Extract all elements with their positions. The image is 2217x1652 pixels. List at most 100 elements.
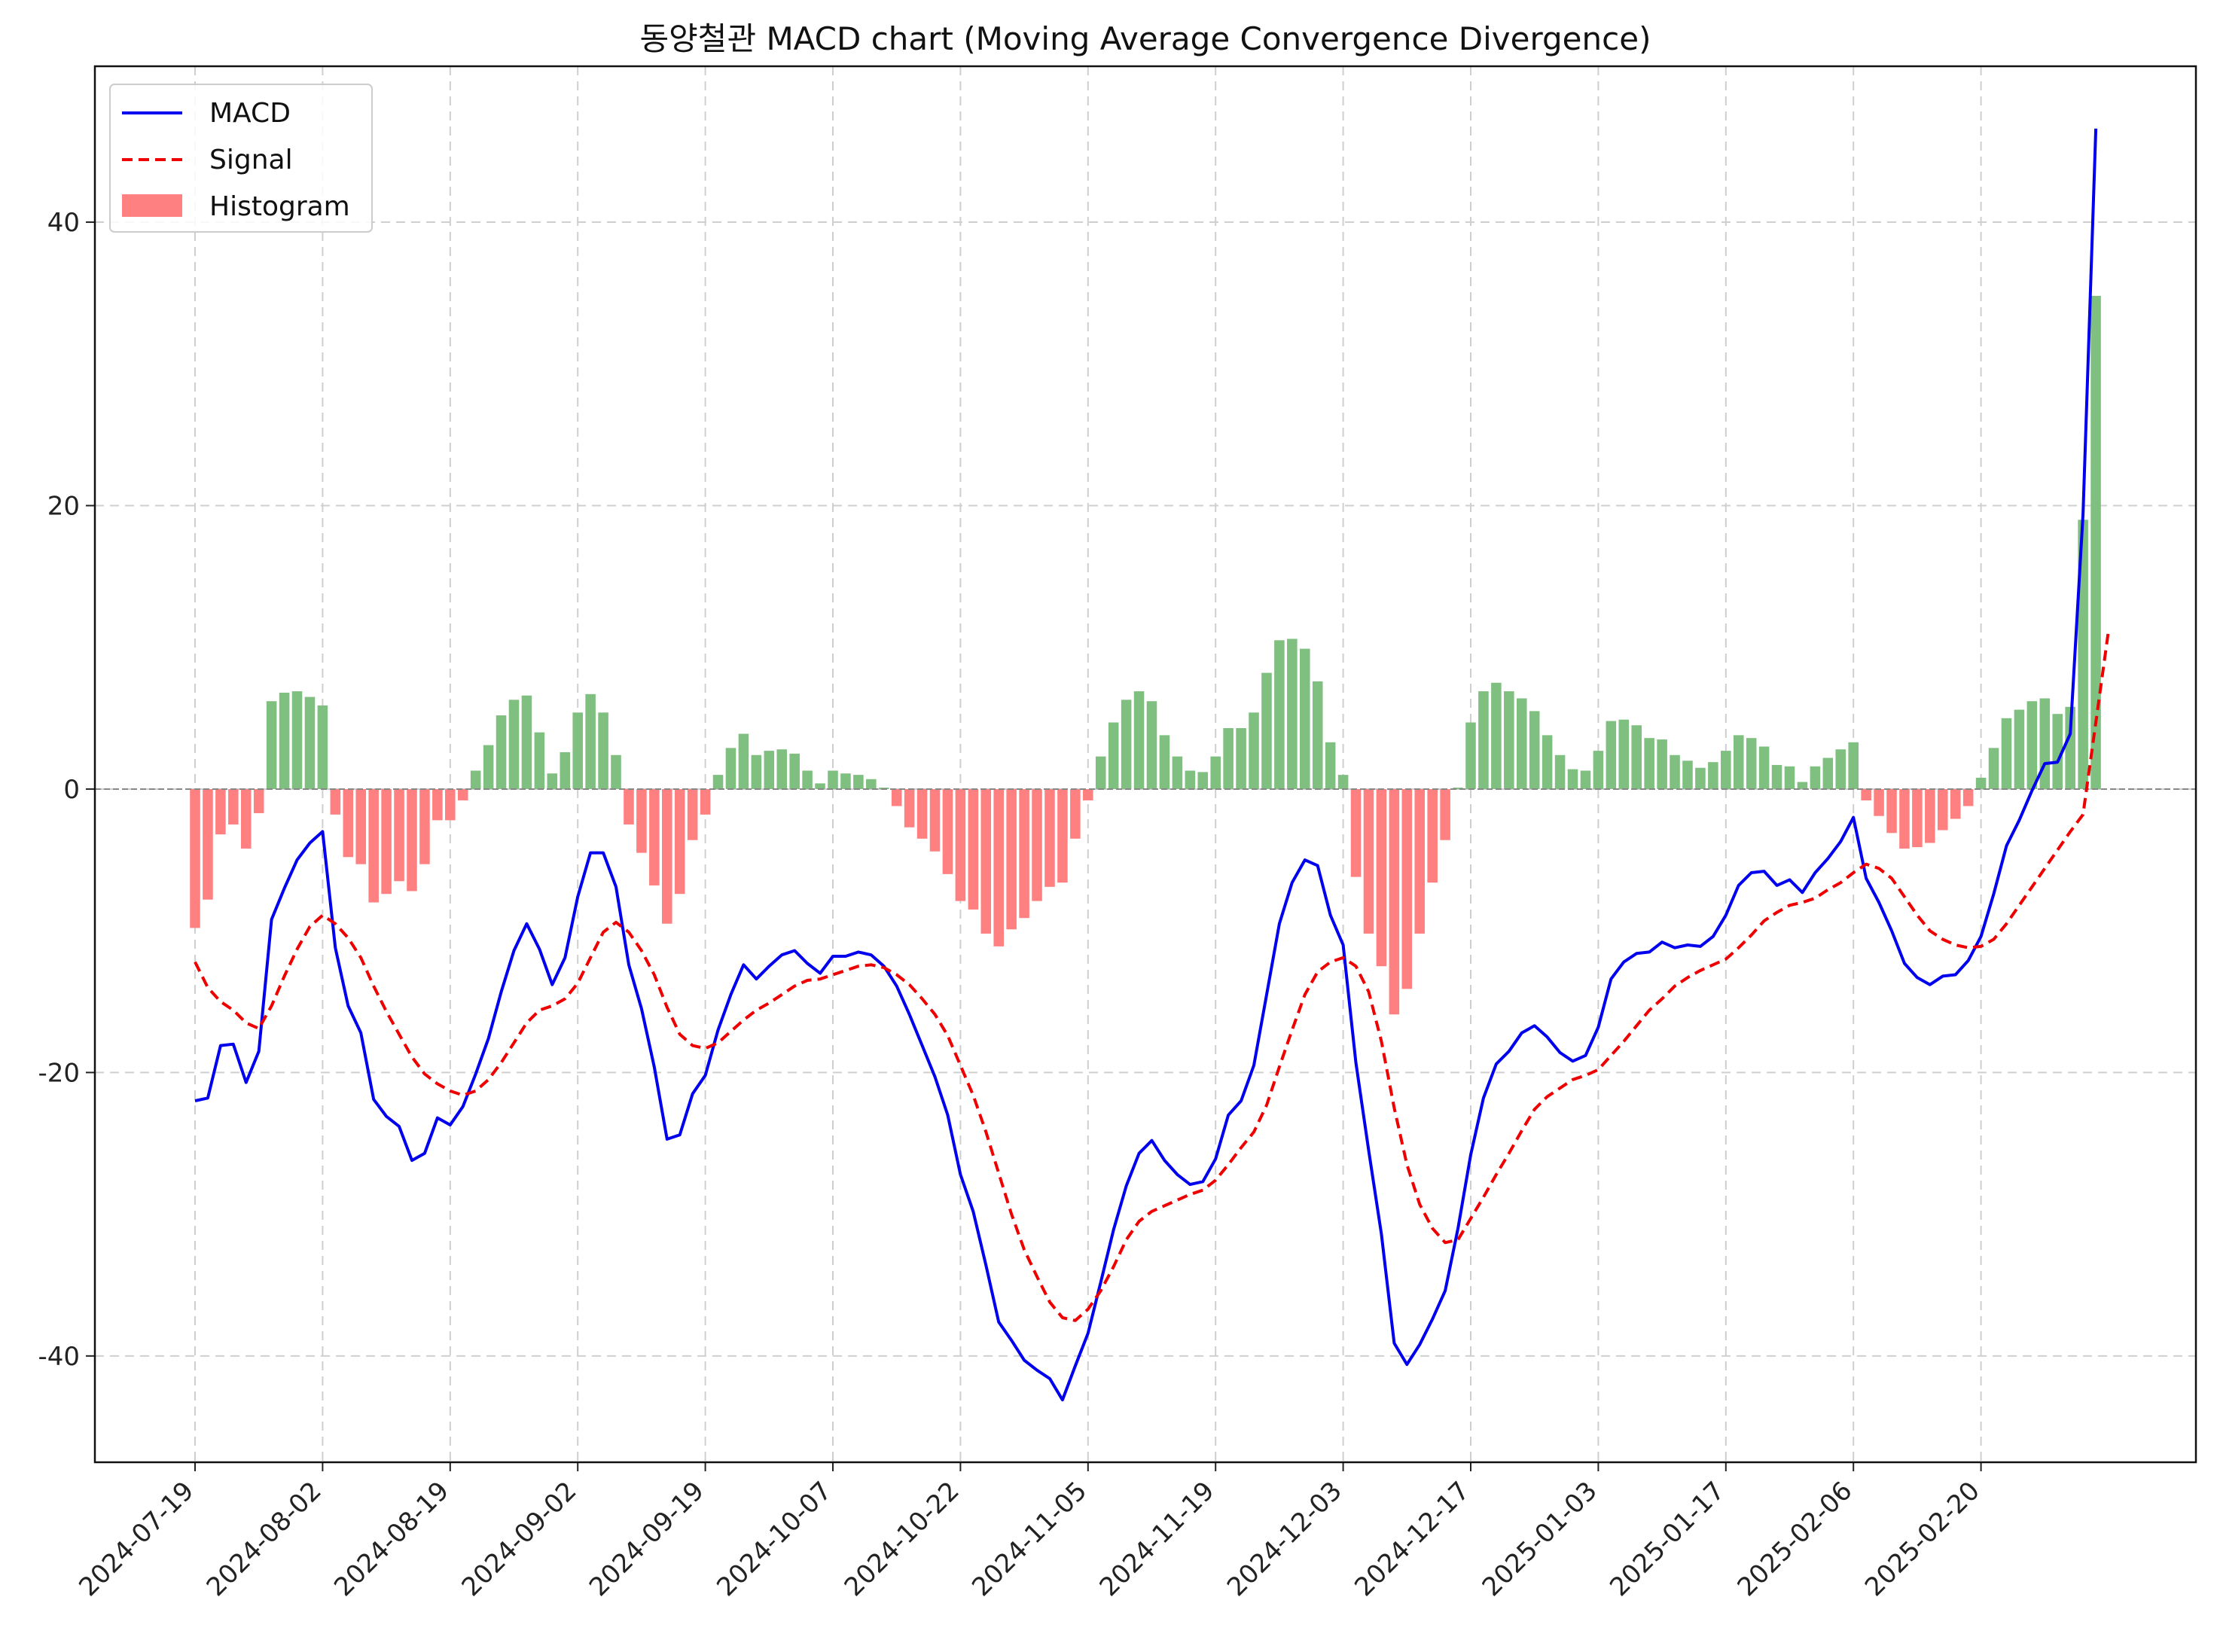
histogram-bar <box>279 692 290 789</box>
histogram-bar <box>1465 722 1476 789</box>
histogram-bar <box>993 788 1004 946</box>
histogram-bar <box>1274 640 1285 789</box>
histogram-bar <box>789 753 800 789</box>
histogram-bar <box>1721 751 1731 789</box>
histogram-bar <box>738 733 749 789</box>
x-tick-label: 2024-11-19 <box>1094 1476 1221 1602</box>
histogram-bar <box>1542 735 1553 789</box>
histogram-bar <box>1606 721 1617 789</box>
legend: MACD Signal Histogram <box>109 84 373 233</box>
histogram-bar <box>1337 775 1349 789</box>
histogram-bar <box>355 788 366 864</box>
x-tick-label: 2025-02-20 <box>1859 1476 1986 1602</box>
histogram-bar <box>1797 782 1808 789</box>
histogram-bar <box>1746 738 1757 789</box>
histogram-bar <box>508 700 520 789</box>
histogram-bar <box>445 788 456 821</box>
histogram-bar <box>2052 714 2063 789</box>
histogram-bar <box>1095 756 1106 789</box>
histogram-bar <box>636 788 647 853</box>
histogram-bar <box>1478 691 1489 789</box>
histogram-bar <box>1197 772 1209 789</box>
histogram-bar <box>1657 739 1667 789</box>
x-tick-label: 2025-01-03 <box>1477 1476 1603 1602</box>
histogram-bar <box>1835 749 1846 789</box>
histogram-bar <box>1108 722 1119 789</box>
histogram-bar <box>776 749 788 789</box>
histogram-bar <box>317 705 328 789</box>
histogram-bar <box>916 788 928 839</box>
plot-frame <box>93 65 2197 1464</box>
histogram-bar <box>904 788 915 828</box>
histogram-bar <box>470 770 481 789</box>
histogram-bar <box>802 770 813 789</box>
histogram-bar <box>649 788 660 885</box>
histogram-bar <box>674 788 685 895</box>
y-tick-label: -20 <box>38 1058 80 1088</box>
histogram-bar <box>1874 788 1884 816</box>
histogram-bar <box>368 788 379 903</box>
histogram-bar <box>942 788 953 874</box>
histogram-bar <box>1529 711 1540 789</box>
histogram-bar <box>560 752 571 789</box>
histogram-bar <box>929 788 941 852</box>
histogram-bar <box>751 754 762 789</box>
histogram-bar <box>1899 788 1910 849</box>
histogram-bar <box>1146 701 1157 789</box>
histogram-bar <box>1631 725 1642 789</box>
histogram-bar <box>840 773 851 789</box>
histogram-bar <box>1236 728 1246 789</box>
histogram-bar <box>190 788 200 928</box>
histogram-bar <box>521 695 532 789</box>
signal-line <box>194 629 2110 1322</box>
histogram-bar <box>891 788 902 806</box>
x-tick-label: 2024-12-17 <box>1349 1476 1475 1602</box>
histogram-bar <box>662 788 672 924</box>
histogram-bar <box>1925 788 1935 843</box>
histogram-bar <box>1554 754 1566 789</box>
legend-histogram-swatch <box>122 194 182 217</box>
histogram-bar <box>203 788 213 900</box>
histogram-bar <box>1593 751 1604 789</box>
histogram-bar <box>611 754 621 789</box>
histogram-bar <box>866 779 877 789</box>
histogram-bar <box>1950 788 1961 819</box>
histogram-bar <box>1912 788 1923 848</box>
legend-histogram-label: Histogram <box>209 191 350 222</box>
y-tick-label: 40 <box>47 208 80 238</box>
histogram-bar <box>304 696 316 789</box>
x-tick-label: 2024-09-02 <box>456 1476 583 1602</box>
histogram-bar <box>764 751 775 789</box>
histogram-bar <box>1019 788 1029 919</box>
x-tick-label: 2024-09-19 <box>584 1476 710 1602</box>
histogram-bar <box>1682 760 1693 789</box>
histogram-bar <box>2078 520 2088 789</box>
histogram-bar <box>1312 681 1323 789</box>
histogram-bar <box>1886 788 1897 834</box>
histogram-bar <box>1784 766 1795 789</box>
histogram-bar <box>291 691 303 789</box>
histogram-bar <box>1185 770 1196 789</box>
histogram-bar <box>1580 770 1591 789</box>
histogram-bar <box>585 693 596 789</box>
histogram-bar <box>1491 682 1502 789</box>
histogram-bar <box>1822 757 1834 789</box>
histogram-bar <box>1567 769 1578 789</box>
histogram-bar <box>624 788 634 824</box>
histogram-bar <box>1733 735 1744 789</box>
histogram-bar <box>2090 295 2101 789</box>
histogram-bar <box>1133 691 1145 789</box>
x-tick-label: 2024-11-05 <box>966 1476 1093 1602</box>
histogram-bar <box>1057 788 1068 883</box>
histogram-bar <box>687 788 698 840</box>
x-tick-label: 2024-08-02 <box>201 1476 328 1602</box>
histogram-bar <box>1695 767 1706 789</box>
histogram-bar <box>266 701 277 789</box>
histogram-bar <box>1988 748 1999 789</box>
histogram-bar <box>598 712 608 789</box>
histogram-bar <box>1975 777 1987 789</box>
histogram-bar <box>394 788 404 882</box>
histogram-bar <box>1708 762 1718 789</box>
histogram-bar <box>2014 709 2025 789</box>
histogram-bar <box>407 788 417 892</box>
